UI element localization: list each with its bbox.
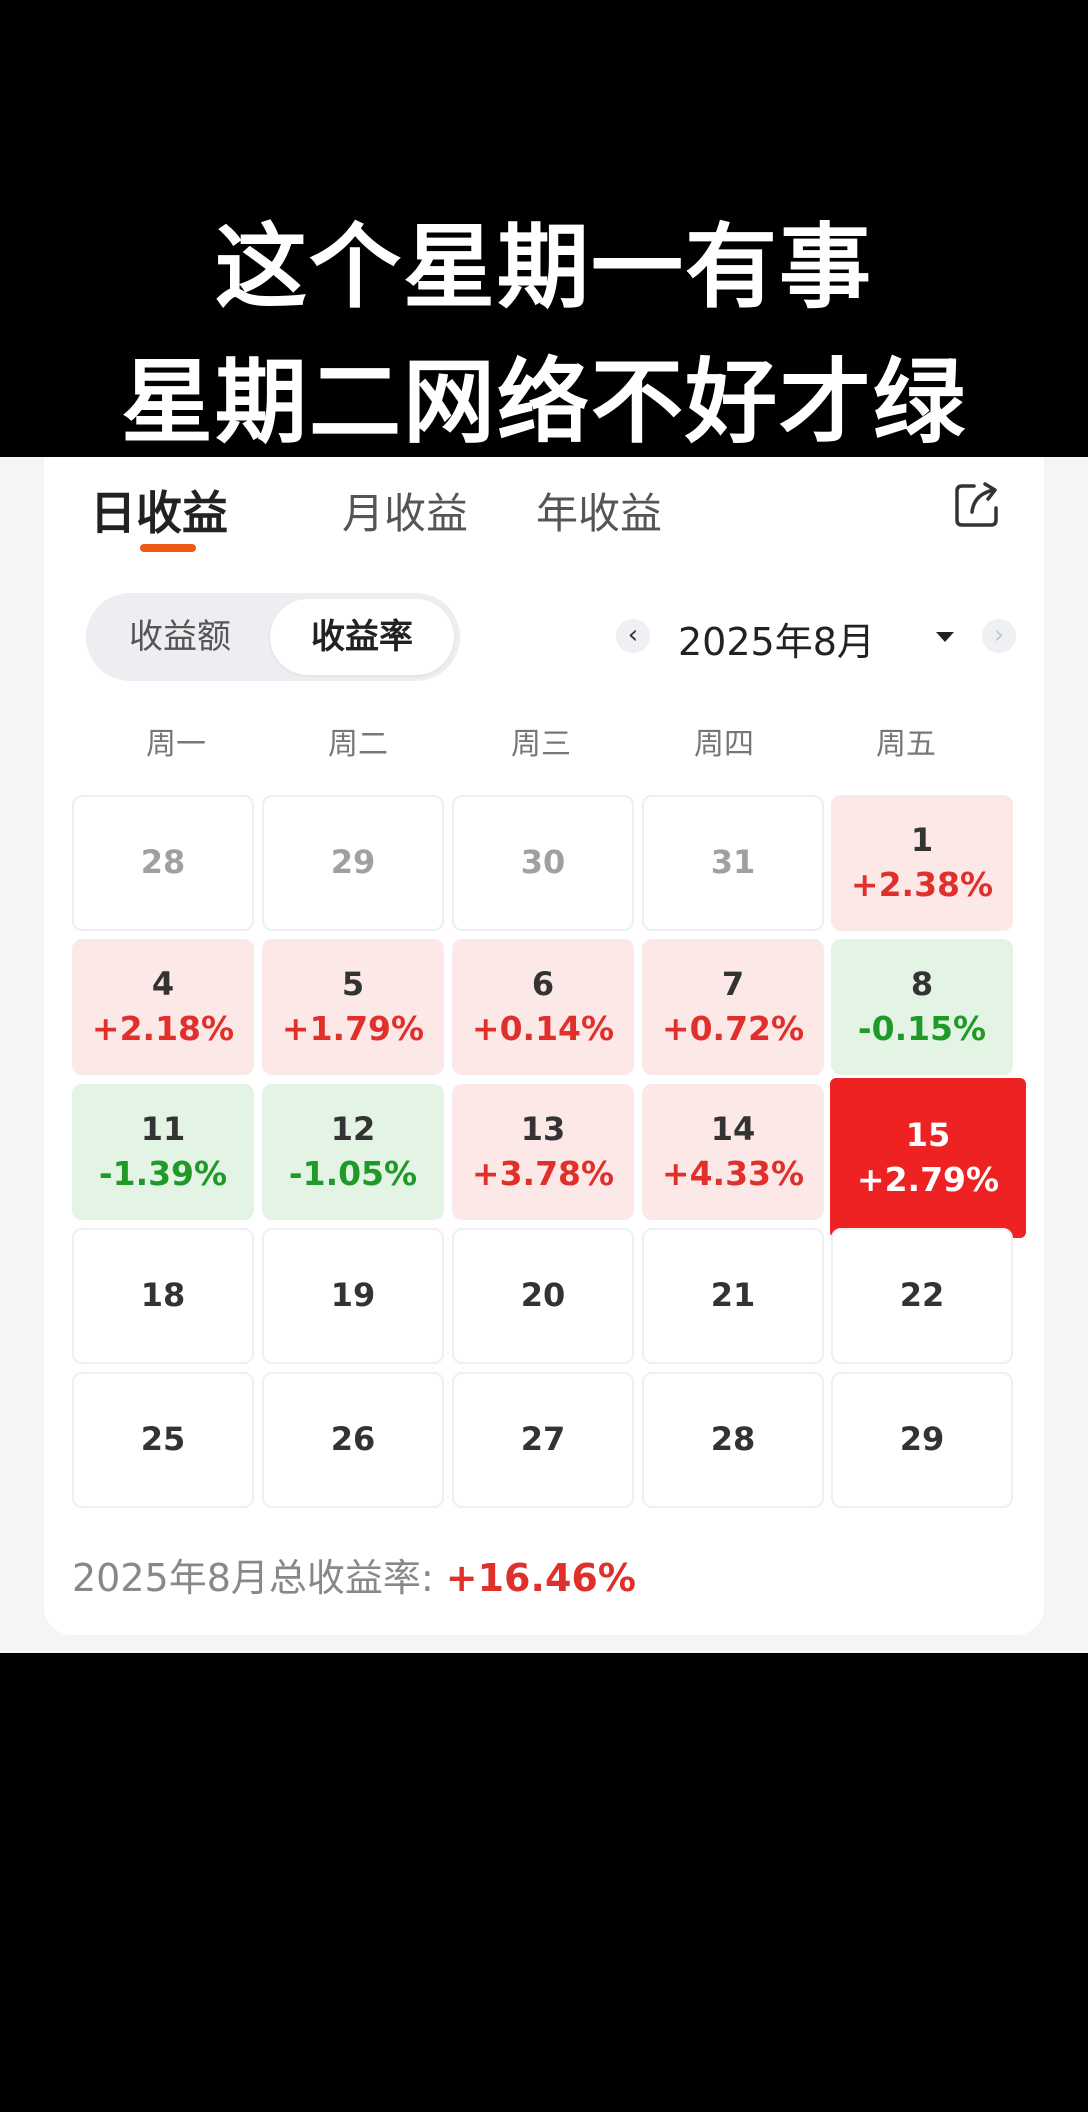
day-number: 27 [520,1420,566,1458]
day-number: 14 [710,1110,756,1148]
day-rate: -1.05% [288,1154,418,1193]
calendar-day-cell[interactable]: 6 +0.14% [452,939,634,1075]
caret-down-icon[interactable] [936,632,954,642]
caption: 这个星期一有事 星期二网络不好才绿 [0,200,1088,470]
tab-monthly-earnings[interactable]: 月收益 [342,489,469,538]
calendar-day-cell[interactable]: 28 [642,1372,824,1508]
app-screen: 日收益 月收益 年收益 收益额 收益率 ‹ 2025年8月 › 周一 周二 周三… [0,457,1088,1653]
day-rate: +3.78% [471,1154,615,1193]
day-rate: +0.14% [471,1009,615,1048]
calendar-day-cell[interactable]: 7 +0.72% [642,939,824,1075]
calendar-day-cell[interactable]: 5 +1.79% [262,939,444,1075]
earnings-amount-toggle[interactable]: 收益额 [129,617,231,657]
day-number: 21 [710,1276,756,1314]
calendar-day-cell[interactable]: 22 [831,1228,1013,1364]
calendar-day-cell[interactable]: 28 [72,795,254,931]
weekday-label: 周一 [146,727,206,762]
monthly-summary: 2025年8月总收益率: +16.46% [72,1547,636,1602]
day-number: 6 [531,965,555,1003]
day-rate: +1.79% [281,1009,425,1048]
day-rate: +2.38% [850,865,994,904]
caption-line-1: 这个星期一有事 [214,214,873,321]
day-number: 12 [330,1110,376,1148]
day-number: 30 [520,843,566,881]
day-number: 11 [140,1110,186,1148]
calendar-day-cell[interactable]: 11 -1.39% [72,1084,254,1220]
calendar-day-cell[interactable]: 29 [831,1372,1013,1508]
day-number: 22 [899,1276,945,1314]
day-number: 8 [910,965,934,1003]
calendar-day-cell[interactable]: 30 [452,795,634,931]
day-rate: -1.39% [98,1154,228,1193]
calendar-day-cell[interactable]: 29 [262,795,444,931]
calendar-day-cell[interactable]: 13 +3.78% [452,1084,634,1220]
day-number: 29 [330,843,376,881]
next-month-icon[interactable]: › [982,619,1016,653]
day-number: 20 [520,1276,566,1314]
day-number: 13 [520,1110,566,1148]
active-tab-indicator [140,544,196,552]
day-number: 15 [905,1116,951,1154]
calendar-day-cell[interactable]: 21 [642,1228,824,1364]
calendar-day-cell[interactable]: 8 -0.15% [831,939,1013,1075]
day-number: 29 [899,1420,945,1458]
day-number: 28 [140,843,186,881]
calendar-day-cell[interactable]: 4 +2.18% [72,939,254,1075]
calendar-day-cell[interactable]: 15 +2.79% [830,1078,1026,1238]
summary-label: 2025年8月总收益率: [72,1556,446,1600]
day-number: 28 [710,1420,756,1458]
day-number: 26 [330,1420,376,1458]
earnings-rate-toggle[interactable]: 收益率 [270,599,454,675]
day-number: 7 [721,965,745,1003]
day-number: 1 [910,821,934,859]
prev-month-icon[interactable]: ‹ [616,619,650,653]
day-number: 31 [710,843,756,881]
calendar-day-cell[interactable]: 1 +2.38% [831,795,1013,931]
day-number: 19 [330,1276,376,1314]
day-rate: +2.18% [91,1009,235,1048]
day-rate: +4.33% [661,1154,805,1193]
earnings-card: 日收益 月收益 年收益 收益额 收益率 ‹ 2025年8月 › 周一 周二 周三… [44,457,1044,1635]
summary-total-rate: +16.46% [445,1556,636,1600]
tab-yearly-earnings[interactable]: 年收益 [536,489,663,538]
day-rate: +0.72% [661,1009,805,1048]
day-number: 4 [151,965,175,1003]
month-selector[interactable]: 2025年8月 [678,620,875,664]
calendar-day-cell[interactable]: 31 [642,795,824,931]
day-number: 5 [341,965,365,1003]
calendar-day-cell[interactable]: 27 [452,1372,634,1508]
calendar-day-cell[interactable]: 19 [262,1228,444,1364]
share-icon[interactable] [952,480,1002,530]
day-rate: -0.15% [857,1009,987,1048]
tab-daily-earnings[interactable]: 日收益 [90,486,228,540]
calendar-day-cell[interactable]: 18 [72,1228,254,1364]
day-number: 18 [140,1276,186,1314]
weekday-label: 周五 [876,727,936,762]
calendar-day-cell[interactable]: 25 [72,1372,254,1508]
weekday-label: 周三 [511,727,571,762]
calendar-day-cell[interactable]: 12 -1.05% [262,1084,444,1220]
caption-line-2: 星期二网络不好才绿 [120,349,967,456]
weekday-label: 周四 [694,727,754,762]
weekday-label: 周二 [328,727,388,762]
calendar-day-cell[interactable]: 20 [452,1228,634,1364]
metric-toggle: 收益额 收益率 [86,593,460,681]
day-number: 25 [140,1420,186,1458]
day-rate: +2.79% [856,1160,1000,1199]
calendar-day-cell[interactable]: 26 [262,1372,444,1508]
calendar-day-cell[interactable]: 14 +4.33% [642,1084,824,1220]
